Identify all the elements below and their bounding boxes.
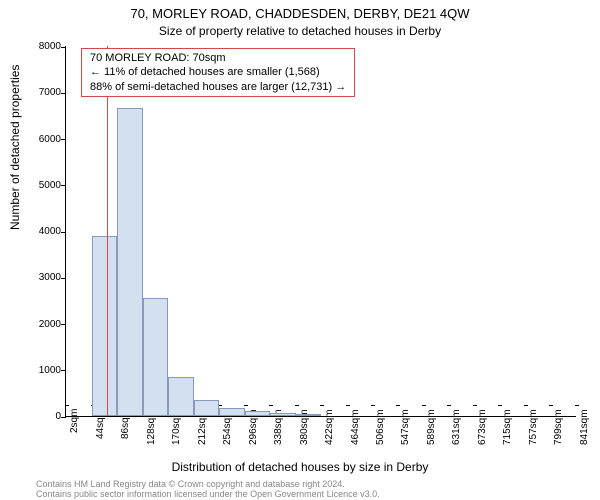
histogram-bar	[117, 108, 143, 416]
marker-line	[107, 46, 108, 416]
x-tick: 506sqm	[375, 409, 386, 445]
y-tick: 3000	[26, 272, 61, 283]
x-tick: 547sqm	[400, 409, 411, 445]
x-tick: 673sqm	[477, 409, 488, 445]
y-tick: 0	[26, 411, 61, 422]
info-line-3: 88% of semi-detached houses are larger (…	[90, 80, 346, 94]
x-tick: 589sqm	[426, 409, 437, 445]
histogram-bar	[143, 298, 169, 416]
y-tick: 5000	[26, 180, 61, 191]
info-line-2: ← 11% of detached houses are smaller (1,…	[90, 65, 346, 79]
footer-attribution: Contains HM Land Registry data © Crown c…	[36, 480, 380, 499]
histogram-bar	[245, 411, 271, 416]
x-tick: 631sqm	[451, 409, 462, 445]
footer-line-2: Contains public sector information licen…	[36, 490, 380, 499]
y-tick: 1000	[26, 365, 61, 376]
x-tick: 464sqm	[350, 409, 361, 445]
plot-area: 70 MORLEY ROAD: 70sqm ← 11% of detached …	[65, 46, 576, 417]
y-axis-label: Number of detached properties	[8, 65, 22, 230]
y-tick: 4000	[26, 226, 61, 237]
x-tick: 841sqm	[579, 409, 590, 445]
histogram-bar	[168, 377, 194, 416]
chart-container: 70, MORLEY ROAD, CHADDESDEN, DERBY, DE21…	[0, 0, 600, 500]
x-axis-label: Distribution of detached houses by size …	[0, 460, 600, 474]
chart-subtitle: Size of property relative to detached ho…	[0, 24, 600, 38]
histogram-bar	[92, 236, 118, 416]
x-tick: 422sqm	[324, 409, 335, 445]
chart-title: 70, MORLEY ROAD, CHADDESDEN, DERBY, DE21…	[0, 6, 600, 21]
y-tick: 6000	[26, 134, 61, 145]
y-tick: 8000	[26, 41, 61, 52]
info-line-1: 70 MORLEY ROAD: 70sqm	[90, 51, 346, 65]
x-tick: 757sqm	[528, 409, 539, 445]
histogram-bar	[296, 414, 322, 416]
info-box: 70 MORLEY ROAD: 70sqm ← 11% of detached …	[81, 48, 355, 97]
histogram-bar	[219, 408, 245, 416]
y-tick: 2000	[26, 319, 61, 330]
x-tick: 799sqm	[553, 409, 564, 445]
x-tick: 715sqm	[502, 409, 513, 445]
y-tick: 7000	[26, 87, 61, 98]
histogram-bar	[194, 400, 220, 416]
histogram-bar	[270, 413, 296, 416]
x-tick: 2sqm	[69, 409, 80, 433]
